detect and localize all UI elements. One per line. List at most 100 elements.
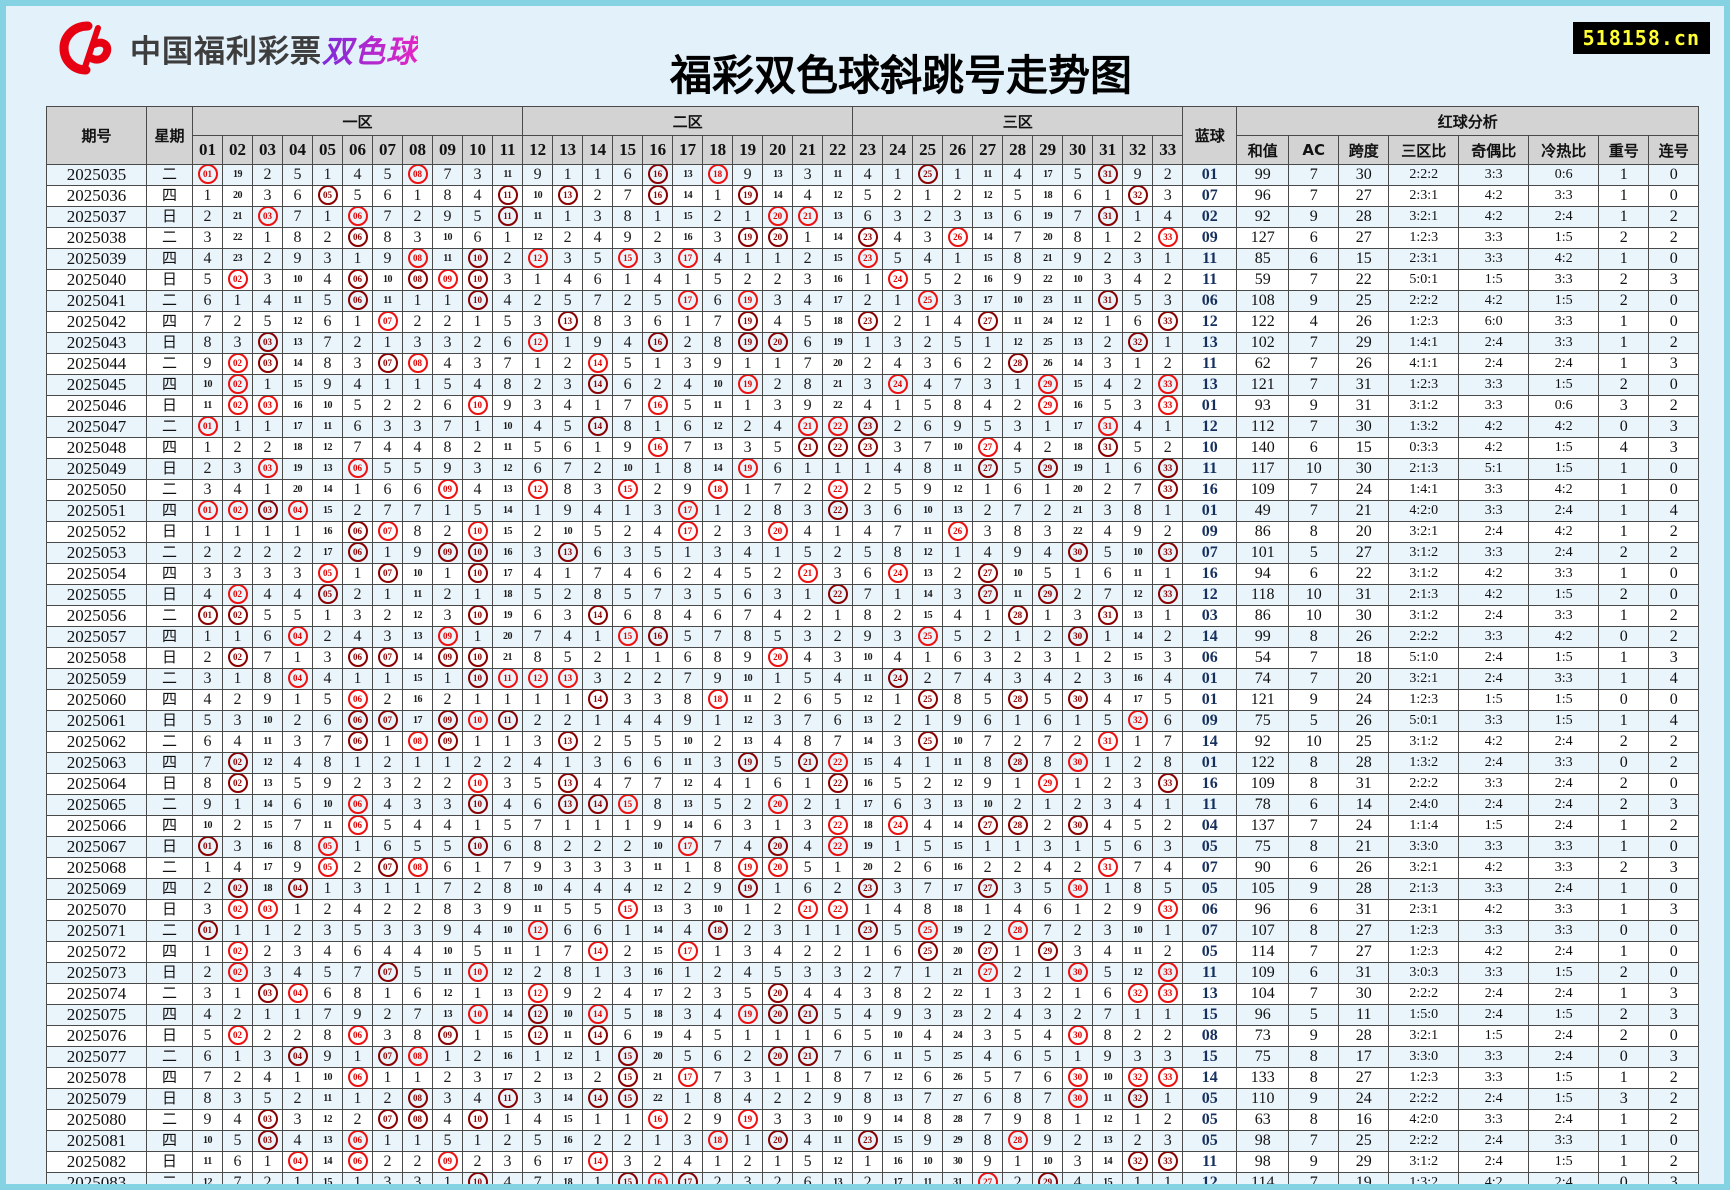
col-header-zone2: 二区 (522, 106, 854, 136)
red-ball-circle: 10 (467, 249, 488, 268)
issue-cell: 2025082 (46, 1151, 147, 1173)
cold-hot-cell: 1:5 (1528, 1151, 1600, 1173)
red-ball-circle: 10 (467, 1005, 488, 1024)
ball-cell-13: 13 (552, 773, 584, 795)
cold-hot-cell: 1:5 (1528, 1088, 1600, 1110)
miss-cell-10: 3 (462, 899, 493, 921)
miss-cell-03: 1 (252, 1004, 283, 1026)
col-header-ball-33: 33 (1152, 135, 1184, 165)
miss-cell-13: 2 (552, 353, 584, 375)
miss-cell-15: 7 (612, 395, 644, 417)
consec-cell: 4 (1648, 500, 1700, 522)
miss-cell-33: 3 (1152, 1046, 1184, 1068)
miss-cell-15: 6 (612, 164, 644, 186)
miss-cell-08: 3 (402, 794, 433, 816)
red-ball-circle: 26 (947, 228, 968, 247)
miss-cell-07: 6 (372, 185, 403, 207)
red-ball-circle: 10 (467, 291, 488, 310)
ball-cell-13: 13 (552, 668, 584, 690)
ball-cell-22: 22 (822, 899, 854, 921)
zone-ratio-cell: 3:2:1 (1388, 206, 1460, 228)
miss-cell-20: 4 (762, 941, 794, 963)
miss-cell-07: 4 (372, 437, 403, 459)
miss-cell-30: 10 (1062, 269, 1094, 291)
red-ball-circle: 20 (767, 1005, 788, 1024)
miss-cell-30: 1 (1062, 710, 1094, 732)
red-ball-circle: 27 (977, 942, 998, 961)
miss-cell-25: 11 (912, 1172, 944, 1184)
miss-cell-11: 1 (491, 227, 524, 249)
red-ball-circle: 07 (377, 711, 398, 730)
miss-cell-04: 16 (282, 395, 313, 417)
miss-cell-16: 1 (642, 416, 674, 438)
miss-cell-17: 13 (672, 794, 704, 816)
ac-cell: 5 (1288, 542, 1340, 564)
ac-cell: 6 (1288, 248, 1340, 270)
miss-cell-09: 6 (432, 395, 463, 417)
red-ball-circle: 10 (467, 711, 488, 730)
ball-cell-12: 12 (522, 1025, 554, 1047)
col-header-ball-01: 01 (192, 135, 223, 165)
draw-row-2025047: 2025047 二 01 1 1 17 11 6 3 3 7 1 10 4 5 14 8 1 6 12 2 4 21 22 23… (46, 416, 1700, 438)
miss-cell-33: 1 (1152, 416, 1184, 438)
odd-even-cell: 3:3 (1458, 248, 1530, 270)
sum-cell: 99 (1236, 164, 1290, 186)
miss-cell-09: 3 (432, 605, 463, 627)
miss-cell-10: 3 (462, 458, 493, 480)
miss-cell-32: 2 (1122, 1130, 1154, 1152)
miss-cell-04: 6 (282, 185, 313, 207)
brand-product-text: 双色球 (322, 33, 418, 70)
ball-cell-30: 30 (1062, 542, 1094, 564)
sum-cell: 92 (1236, 206, 1290, 228)
miss-cell-13: 11 (552, 1025, 584, 1047)
miss-cell-25: 7 (912, 437, 944, 459)
miss-cell-11: 21 (491, 647, 524, 669)
blue-ball-cell: 11 (1182, 248, 1238, 270)
issue-cell: 2025057 (46, 626, 147, 648)
red-ball-circle: 25 (917, 291, 938, 310)
miss-cell-32: 2 (1122, 752, 1154, 774)
miss-cell-06: 4 (342, 899, 373, 921)
miss-cell-08: 14 (402, 647, 433, 669)
miss-cell-31: 5 (1092, 962, 1124, 984)
span-cell: 25 (1338, 1130, 1390, 1152)
miss-cell-02: 21 (222, 206, 253, 228)
ball-cell-20: 20 (762, 836, 794, 858)
miss-cell-04: 2 (282, 1088, 313, 1110)
draw-row-2025063: 2025063 四 7 02 12 4 8 1 2 1 1 2 2 4 1 3 6 6 11 3 19 5 21 22 15 4 1… (46, 752, 1700, 774)
miss-cell-06: 7 (342, 437, 373, 459)
miss-cell-17: 5 (672, 395, 704, 417)
ball-cell-13: 13 (552, 311, 584, 333)
miss-cell-26: 25 (942, 1046, 974, 1068)
miss-cell-22: 9 (822, 1088, 854, 1110)
ac-cell: 6 (1288, 227, 1340, 249)
miss-cell-32: 9 (1122, 899, 1154, 921)
miss-cell-04: 4 (282, 1130, 313, 1152)
miss-cell-26: 1 (942, 164, 974, 186)
miss-cell-16: 1 (642, 458, 674, 480)
red-ball-circle: 07 (377, 522, 398, 541)
miss-cell-04: 1 (282, 647, 313, 669)
consec-cell: 2 (1648, 521, 1700, 543)
ac-cell: 7 (1288, 374, 1340, 396)
miss-cell-15: 2 (612, 1130, 644, 1152)
miss-cell-31: 2 (1092, 773, 1124, 795)
ball-cell-14: 14 (582, 1004, 614, 1026)
span-cell: 25 (1338, 290, 1390, 312)
ball-cell-25: 25 (912, 164, 944, 186)
site-url-badge[interactable]: 518158.cn (1572, 22, 1710, 54)
zone-ratio-cell: 3:3:0 (1388, 1046, 1460, 1068)
miss-cell-30: 17 (1062, 416, 1094, 438)
miss-cell-14: 3 (582, 857, 614, 879)
span-cell: 28 (1338, 752, 1390, 774)
ball-cell-12: 12 (522, 479, 554, 501)
red-ball-circle: 10 (467, 1173, 488, 1184)
ball-cell-21: 21 (792, 563, 824, 585)
miss-cell-29: 20 (1032, 227, 1064, 249)
miss-cell-05: 1 (312, 878, 343, 900)
consec-cell: 0 (1648, 962, 1700, 984)
miss-cell-14: 4 (582, 773, 614, 795)
miss-cell-03: 15 (252, 815, 283, 837)
ball-cell-07: 07 (372, 710, 403, 732)
miss-cell-21: 2 (792, 1088, 824, 1110)
